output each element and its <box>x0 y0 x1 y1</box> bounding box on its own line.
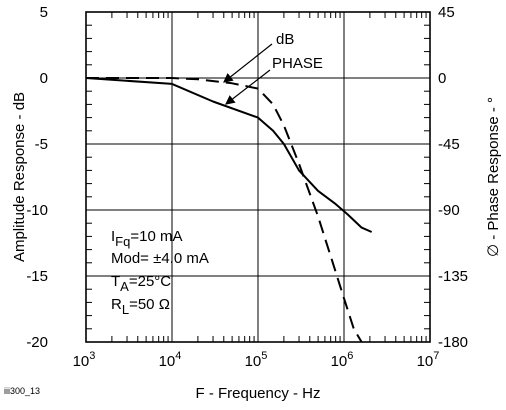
y-axis-title-left: Amplitude Response - dB <box>11 92 28 262</box>
series-line-phase <box>85 77 373 233</box>
y-tick-label-right: -45 <box>438 136 460 153</box>
y-tick-label-left: -10 <box>26 202 48 219</box>
series-label-phase: PHASE <box>272 55 323 72</box>
minor-ticks <box>86 12 430 342</box>
x-tick-label: 103 <box>73 350 96 370</box>
figure-id: iii300_13 <box>4 386 40 396</box>
series-line-db <box>86 77 363 343</box>
x-axis-title: F - Frequency - Hz <box>195 385 320 402</box>
x-tick-label: 106 <box>331 350 354 370</box>
pointer-phase <box>225 69 271 105</box>
series-label-db: dB <box>276 31 294 48</box>
y-tick-label-right: 0 <box>438 70 446 87</box>
x-tick-label: 105 <box>245 350 268 370</box>
condition-text: Mod= ±4.0 mA <box>111 250 209 267</box>
series-group <box>85 77 373 343</box>
y-tick-label-left: -5 <box>35 136 48 153</box>
condition-text: RL=50 Ω <box>111 296 170 317</box>
y-tick-label-left: -15 <box>26 268 48 285</box>
pointer-db <box>223 43 273 83</box>
labels: dB PHASE 5 0 -5 -10 -15 -20 45 0 -45 -90 -135 -180 103… <box>4 4 502 402</box>
x-tick-label: 104 <box>159 350 182 370</box>
plot-frame <box>85 11 431 343</box>
y-tick-label-right: -180 <box>438 334 468 351</box>
y-tick-label-right: -90 <box>438 202 460 219</box>
condition-text: IFq=10 mA <box>111 228 182 249</box>
legend-pointers <box>223 43 273 105</box>
y-tick-label-right: 45 <box>438 4 455 21</box>
y-tick-label-left: -20 <box>26 334 48 351</box>
y-tick-label-left: 5 <box>40 4 48 21</box>
y-tick-label-left: 0 <box>40 70 48 87</box>
y-axis-title-right: ∅ - Phase Response - ° <box>485 97 502 257</box>
grid <box>86 12 430 342</box>
condition-text: TA=25°C <box>111 273 171 294</box>
y-tick-label-right: -135 <box>438 268 468 285</box>
x-tick-label: 107 <box>417 350 440 370</box>
